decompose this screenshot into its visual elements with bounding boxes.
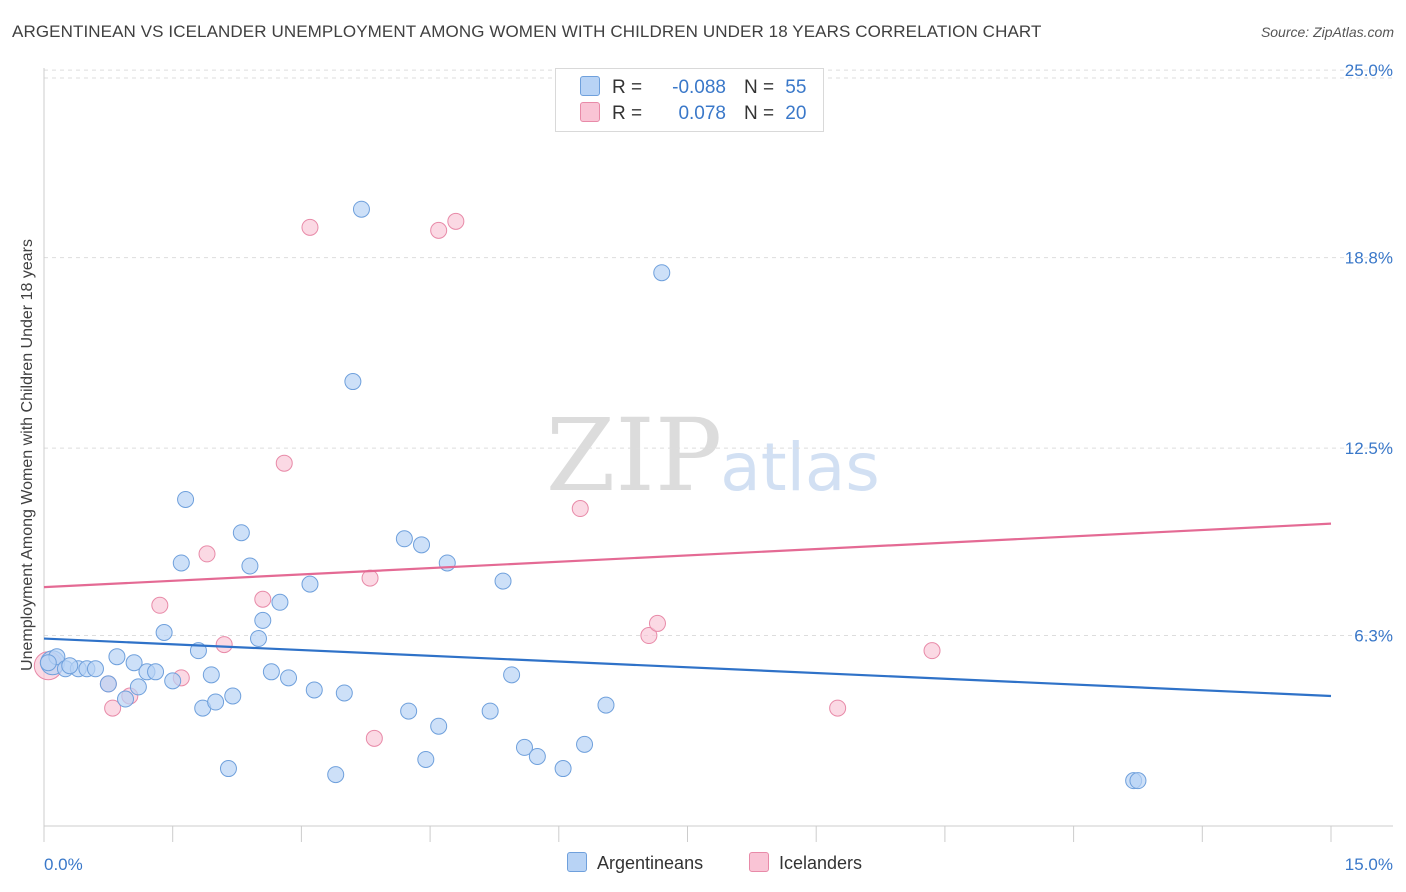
icelanders-point — [151, 596, 169, 614]
icelanders-point — [648, 614, 666, 632]
argentineans-point — [344, 373, 362, 391]
icelanders-swatch — [749, 852, 769, 872]
argentineans-point — [108, 648, 126, 666]
legend-row-icelanders: R = 0.078 N = 20 — [580, 102, 806, 126]
x-tick-label-min: 0.0% — [44, 855, 83, 874]
argentineans-point — [250, 630, 267, 648]
trend-lines — [43, 522, 1332, 698]
argentineans-point — [219, 760, 237, 778]
argentineans-point — [430, 717, 448, 735]
icelanders-point — [640, 627, 658, 645]
argentineans-point — [172, 554, 190, 572]
argentineans-point — [417, 750, 435, 768]
icelanders-point — [104, 699, 122, 717]
argentineans-point — [352, 200, 370, 218]
icelanders-point — [430, 221, 448, 239]
chart-title: ARGENTINEAN VS ICELANDER UNEMPLOYMENT AM… — [12, 22, 1042, 41]
y-tick-label: 18.8% — [1345, 249, 1393, 268]
icelanders-point — [447, 212, 465, 230]
argentineans-point — [413, 536, 431, 554]
argentineans-point — [515, 738, 533, 756]
argentineans-point — [494, 572, 512, 590]
legend-n-label: N = — [744, 77, 775, 98]
argentineans-point — [301, 575, 319, 593]
argentineans-trend-line — [43, 637, 1332, 698]
argentineans-swatch — [567, 852, 587, 872]
bottom-legend-argentineans: Argentineans — [567, 852, 703, 874]
icelanders-point — [275, 454, 293, 472]
argentineans-point — [597, 696, 615, 714]
argentineans-swatch — [580, 76, 600, 96]
y-tick-label: 25.0% — [1345, 61, 1393, 80]
argentineans-point — [262, 663, 280, 681]
argentineans-point — [335, 684, 353, 702]
argentineans-point — [395, 530, 413, 548]
argentineans-point — [280, 669, 298, 687]
icelanders-swatch — [580, 102, 600, 122]
icelanders-point — [923, 642, 941, 660]
argentineans-point — [327, 766, 345, 784]
icelanders-point — [571, 500, 589, 518]
legend-r-label: R = — [612, 77, 643, 98]
watermark-atlas: atlas — [720, 429, 880, 506]
argentineans-point — [164, 672, 182, 690]
legend: R = -0.088 N = 55 R = 0.078 N = 20 — [555, 68, 824, 132]
watermark-zip: ZIP — [546, 397, 722, 514]
axes — [43, 68, 1393, 842]
argentineans-point — [271, 593, 289, 611]
icelanders-point — [254, 590, 272, 608]
icelanders-trend-line — [43, 522, 1332, 589]
argentineans-point — [117, 690, 135, 708]
argentineans-point — [1129, 772, 1147, 790]
argentineans-point — [481, 702, 499, 720]
grid-lines — [44, 69, 1393, 637]
x-tick-label-max: 15.0% — [1345, 855, 1393, 874]
tick-labels: 6.3% 12.5% 18.8% 25.0% 0.0% 15.0% — [44, 61, 1393, 874]
icelanders-n-value: 20 — [785, 103, 807, 124]
argentineans-r-value: -0.088 — [672, 77, 726, 98]
y-tick-label: 6.3% — [1354, 627, 1393, 646]
argentineans-point — [305, 681, 323, 699]
icelanders-point — [361, 569, 379, 587]
argentineans-n-value: 55 — [785, 77, 807, 98]
argentineans-point — [576, 735, 594, 753]
icelanders-point — [829, 699, 847, 717]
argentineans-point — [241, 557, 259, 575]
argentineans-label: Argentineans — [597, 853, 704, 873]
argentineans-point — [528, 747, 546, 765]
legend-row-argentineans: R = -0.088 N = 55 — [580, 76, 806, 100]
argentineans-point — [554, 760, 572, 778]
argentineans-point — [147, 663, 165, 681]
argentineans-point — [125, 654, 143, 672]
argentineans-point — [202, 666, 220, 684]
icelanders-point — [365, 729, 383, 747]
legend-r-label: R = — [612, 103, 643, 124]
argentineans-point — [129, 678, 147, 696]
argentineans-point — [155, 624, 173, 641]
argentineans-point — [503, 666, 521, 684]
icelanders-point — [198, 545, 216, 563]
argentineans-point — [207, 693, 225, 711]
argentineans-point — [653, 264, 671, 282]
argentineans-point — [99, 675, 117, 693]
source-credit: Source: ZipAtlas.com — [1260, 24, 1394, 40]
icelanders-point — [301, 218, 319, 236]
argentineans-point — [39, 654, 57, 672]
argentineans-points — [39, 200, 1147, 790]
argentineans-point — [177, 490, 195, 508]
argentineans-point — [400, 702, 418, 720]
argentineans-point — [224, 687, 242, 705]
legend-n-label: N = — [744, 103, 775, 124]
argentineans-point — [254, 611, 272, 629]
argentineans-point — [86, 660, 104, 678]
y-tick-label: 12.5% — [1345, 439, 1393, 458]
icelanders-label: Icelanders — [779, 853, 863, 873]
watermark: ZIP atlas — [546, 397, 880, 514]
icelanders-r-value: 0.078 — [678, 103, 726, 124]
bottom-legend-icelanders: Icelanders — [749, 852, 862, 874]
argentineans-point — [232, 524, 250, 542]
icelanders-point — [215, 636, 233, 654]
argentineans-point — [61, 657, 79, 675]
